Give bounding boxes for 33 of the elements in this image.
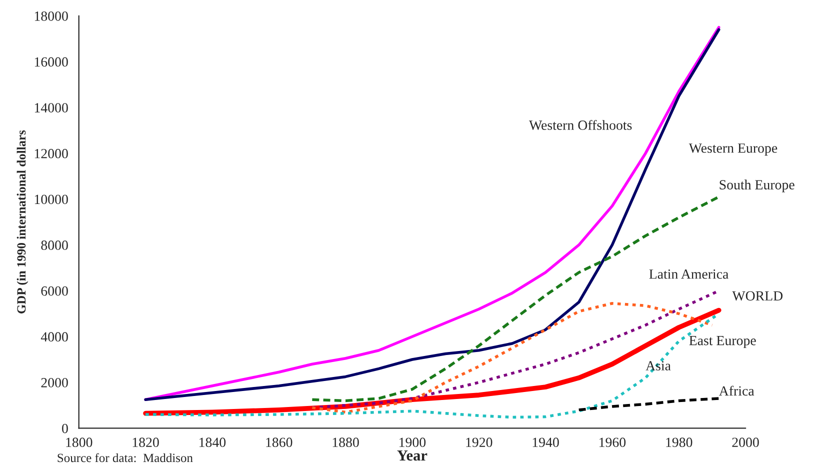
y-tick-label: 2000 (41, 378, 68, 388)
x-tick-label: 1860 (266, 438, 292, 448)
y-tick-label: 16000 (34, 57, 68, 67)
x-tick-label: 2000 (732, 438, 759, 448)
series-label: East Europe (689, 336, 756, 348)
line-series (577, 397, 720, 412)
series-label: Western Offshoots (529, 120, 632, 130)
series-label: Asia (646, 361, 671, 370)
x-tick-label: 1920 (466, 438, 492, 448)
text: Western Europe (688, 144, 778, 156)
x-tick-label: 1880 (332, 438, 359, 448)
series-label: South Europe (720, 180, 794, 192)
series-label: WORLD (732, 291, 783, 301)
x-tick-label: 1840 (200, 438, 226, 448)
x-tick-label: 1980 (666, 438, 692, 448)
y-tick-label: 8000 (41, 240, 68, 250)
y-tick-label: 4000 (40, 332, 68, 342)
source-note: Source for data: Maddison (58, 453, 193, 462)
y-tick-label: 0 (62, 424, 68, 434)
x-tick-label: 1800 (66, 438, 92, 448)
y-tick-label: 14000 (34, 103, 68, 112)
x-tick-label: 1820 (132, 438, 159, 448)
series-label: Africa (718, 386, 754, 396)
x-axis-title: Year (397, 450, 428, 461)
y-tick-label: 18000 (34, 11, 68, 21)
y-tick-label: 10000 (34, 194, 68, 204)
y-tick-label: 6000 (41, 286, 68, 296)
series-label: Latin America (649, 269, 728, 279)
x-tick-label: 1900 (400, 438, 426, 448)
x-tick-label: 1960 (600, 438, 626, 448)
y-tick-label: 12000 (34, 148, 68, 158)
y-axis-title: GDP (in 1990 international dollars (16, 130, 28, 314)
x-tick-label: 1940 (532, 438, 559, 448)
